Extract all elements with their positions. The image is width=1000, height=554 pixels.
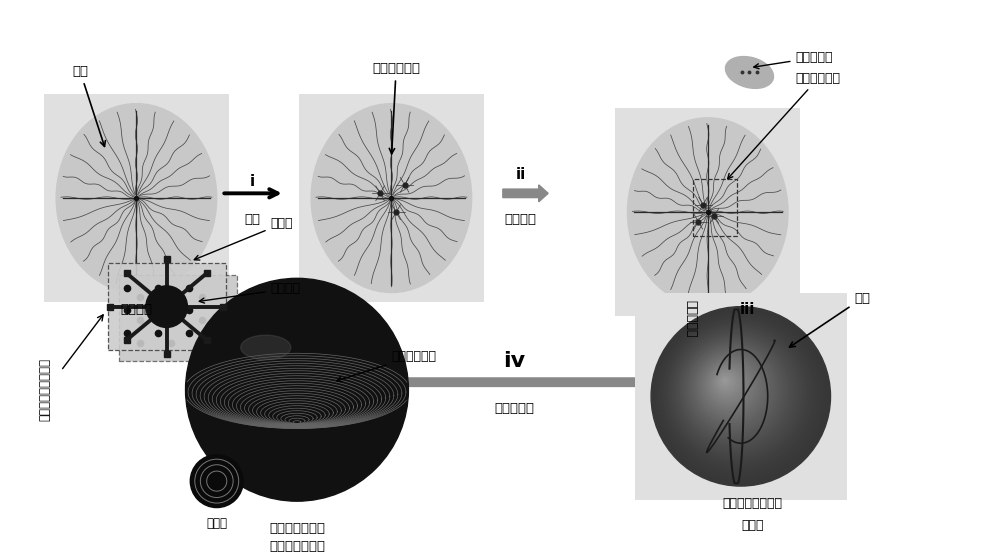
Circle shape — [664, 320, 812, 468]
Circle shape — [660, 316, 817, 473]
Text: 锡或锰的氧化物颗粒: 锡或锰的氧化物颗粒 — [38, 358, 51, 421]
Text: 锡或锰的氧化物
与碳的复合材料: 锡或锰的氧化物 与碳的复合材料 — [269, 522, 325, 553]
Circle shape — [675, 331, 796, 452]
Circle shape — [714, 369, 741, 396]
Circle shape — [657, 312, 823, 478]
Circle shape — [703, 358, 756, 412]
Circle shape — [684, 340, 783, 438]
Text: 溶剂热反应: 溶剂热反应 — [684, 300, 697, 337]
FancyBboxPatch shape — [299, 94, 484, 302]
Circle shape — [695, 351, 767, 423]
Text: 活化: 活化 — [245, 213, 261, 226]
Circle shape — [653, 309, 828, 484]
Circle shape — [704, 360, 754, 409]
Circle shape — [686, 342, 780, 436]
Text: 酸或碱性位点: 酸或碱性位点 — [372, 63, 420, 154]
Bar — [693, 179, 737, 236]
Circle shape — [712, 367, 743, 399]
Circle shape — [688, 343, 778, 433]
Text: 孔道: 孔道 — [72, 65, 105, 146]
Circle shape — [679, 334, 791, 447]
Text: 截面图: 截面图 — [206, 517, 227, 530]
Circle shape — [651, 307, 831, 486]
Ellipse shape — [725, 57, 774, 89]
Circle shape — [186, 278, 408, 501]
Text: 混合物: 混合物 — [741, 519, 763, 532]
Circle shape — [677, 332, 793, 449]
Circle shape — [671, 327, 801, 457]
Circle shape — [710, 366, 746, 402]
Text: 无定型碳: 无定型碳 — [199, 283, 301, 303]
Text: ii: ii — [516, 167, 526, 182]
Circle shape — [715, 371, 738, 393]
Bar — [108, 263, 226, 350]
Circle shape — [723, 378, 727, 383]
Text: iv: iv — [503, 351, 525, 371]
Text: iii: iii — [740, 301, 755, 316]
Circle shape — [721, 377, 730, 386]
Text: 溶剂: 溶剂 — [790, 292, 870, 347]
Text: 三维碳球框架: 三维碳球框架 — [337, 350, 436, 382]
Circle shape — [693, 349, 770, 425]
Text: 碳化与重排: 碳化与重排 — [494, 402, 534, 415]
Text: 酸或碱性位点: 酸或碱性位点 — [728, 72, 841, 179]
Text: i: i — [250, 173, 255, 188]
Ellipse shape — [241, 335, 291, 360]
Circle shape — [190, 455, 243, 507]
Circle shape — [666, 321, 809, 465]
Circle shape — [690, 345, 775, 430]
Text: 原位吸附: 原位吸附 — [505, 213, 537, 226]
Circle shape — [669, 325, 804, 460]
Circle shape — [662, 317, 815, 470]
Circle shape — [658, 314, 820, 475]
FancyBboxPatch shape — [635, 293, 847, 500]
Text: 晶化碳: 晶化碳 — [194, 217, 293, 260]
Circle shape — [681, 336, 788, 444]
Bar — [119, 275, 237, 361]
Circle shape — [668, 323, 807, 462]
Text: 胶体碳球: 胶体碳球 — [120, 303, 152, 316]
Circle shape — [146, 286, 187, 327]
Ellipse shape — [311, 104, 472, 293]
Circle shape — [697, 353, 764, 420]
Circle shape — [699, 355, 762, 417]
Circle shape — [692, 347, 772, 428]
FancyBboxPatch shape — [44, 94, 229, 302]
Ellipse shape — [56, 104, 217, 293]
Circle shape — [719, 375, 733, 388]
Circle shape — [701, 356, 759, 414]
Ellipse shape — [627, 118, 788, 307]
FancyBboxPatch shape — [615, 109, 800, 316]
Text: 锡或锰化物与碳的: 锡或锰化物与碳的 — [722, 496, 782, 510]
Circle shape — [708, 363, 748, 404]
FancyArrow shape — [503, 185, 548, 202]
Circle shape — [717, 373, 735, 391]
Circle shape — [673, 329, 799, 454]
Circle shape — [655, 310, 825, 481]
Circle shape — [706, 362, 751, 407]
FancyArrow shape — [382, 373, 637, 392]
Circle shape — [682, 338, 786, 441]
Text: 锡或锰化物: 锡或锰化物 — [754, 51, 833, 69]
